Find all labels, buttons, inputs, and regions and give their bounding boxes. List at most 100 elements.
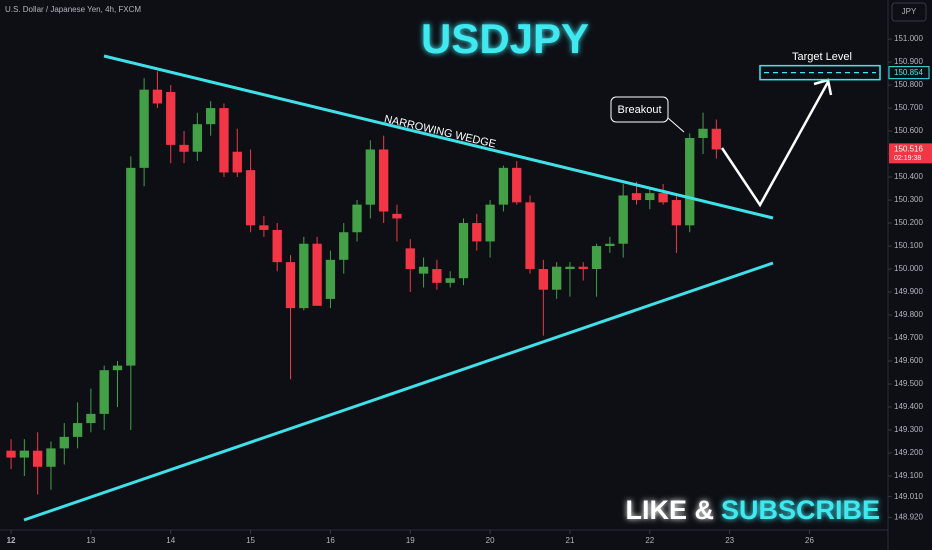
countdown-label: 02:19:38 — [894, 155, 921, 162]
candle-body — [33, 450, 43, 467]
candle-body — [472, 223, 482, 242]
x-tick-label: 19 — [406, 536, 415, 545]
x-tick-label: 26 — [805, 536, 814, 545]
y-tick-label: 149.500 — [894, 379, 923, 388]
candles — [6, 71, 721, 495]
candle-body — [19, 450, 30, 458]
x-tick-label: 14 — [166, 536, 175, 545]
candle-body — [325, 259, 336, 299]
candle-body — [139, 89, 149, 168]
candle-body — [565, 266, 575, 270]
upper-trendline — [103, 54, 774, 220]
y-tick-label: 150.800 — [894, 80, 923, 89]
x-tick-label: 23 — [725, 536, 734, 545]
candle-body — [365, 149, 376, 205]
x-tick-label: 15 — [246, 536, 255, 545]
candle-body — [631, 193, 642, 201]
y-tick-label: 149.100 — [894, 471, 923, 480]
candle-body — [152, 89, 163, 104]
y-tick-label: 149.300 — [894, 425, 923, 434]
candle-body — [86, 413, 96, 424]
candle-body — [485, 204, 495, 242]
target-title: Target Level — [792, 51, 852, 63]
y-tick-label: 150.000 — [894, 264, 923, 273]
last-price-tag — [889, 143, 932, 164]
candle-body — [378, 149, 389, 212]
y-tick-label: 150.400 — [894, 172, 923, 181]
x-tick-label: 20 — [486, 536, 495, 545]
candle-body — [192, 124, 203, 152]
x-tick-label: 16 — [326, 536, 335, 545]
promo: LIKE & SUBSCRIBE — [625, 495, 880, 525]
lower-trendline — [23, 261, 774, 522]
y-tick-label: 149.700 — [894, 333, 923, 342]
candle-body — [312, 243, 322, 306]
y-tick-label: 150.300 — [894, 195, 923, 204]
promo-white: LIKE & — [625, 495, 714, 525]
candle-body — [711, 128, 721, 150]
candle-body — [46, 448, 56, 467]
x-tick-label: 21 — [566, 536, 575, 545]
candle-body — [578, 266, 588, 270]
title: USDJPY — [421, 15, 589, 62]
candle-body — [418, 266, 429, 274]
x-tick-label: 12 — [7, 536, 16, 545]
y-tick-label: 149.600 — [894, 356, 923, 365]
candle-body — [498, 167, 509, 205]
candle-body — [352, 204, 362, 233]
candle-body — [99, 370, 109, 414]
candle-body — [538, 269, 548, 290]
candle-body — [6, 450, 16, 458]
x-tick-label: 22 — [645, 536, 654, 545]
candle-body — [219, 108, 229, 173]
candle-body — [591, 246, 602, 270]
candle-body — [245, 170, 256, 226]
y-tick-label: 150.700 — [894, 103, 923, 112]
currency-button[interactable] — [891, 2, 927, 22]
candle-body — [658, 193, 668, 203]
y-tick-label: 151.000 — [894, 34, 923, 43]
candle-body — [299, 243, 309, 309]
candle-body — [698, 128, 708, 138]
candle-body — [512, 167, 522, 203]
y-tick-label: 149.200 — [894, 448, 923, 457]
candle-body — [605, 243, 615, 247]
promo-cyan: SUBSCRIBE — [721, 495, 880, 525]
candle-body — [232, 151, 242, 173]
candle-body — [551, 266, 562, 290]
candle-body — [645, 193, 655, 201]
candle-body — [525, 202, 535, 270]
candle-body — [339, 232, 349, 260]
candle-body — [112, 365, 123, 371]
y-tick-label: 149.900 — [894, 287, 923, 296]
y-tick-label: 149.400 — [894, 402, 923, 411]
candle-body — [618, 195, 628, 244]
callout-pointer — [667, 117, 685, 133]
breakout-callout — [610, 96, 669, 123]
candle-body — [285, 262, 296, 309]
candle-body — [179, 144, 189, 152]
candle-body — [432, 269, 442, 283]
candle-body — [205, 108, 216, 125]
y-tick-label: 149.800 — [894, 310, 923, 319]
y-tick-label: 148.920 — [894, 512, 923, 521]
candle-body — [126, 167, 136, 366]
y-tick-label: 150.900 — [894, 57, 923, 66]
candle-body — [272, 229, 282, 263]
candle-body — [259, 225, 269, 230]
breakout-label: Breakout — [617, 104, 661, 116]
candle-body — [685, 137, 695, 226]
y-tick-label: 150.100 — [894, 241, 923, 250]
candle-body — [458, 223, 469, 279]
candle-body — [72, 423, 83, 437]
candle-body — [445, 278, 455, 283]
currency-label[interactable]: JPY — [902, 7, 917, 16]
x-tick-label: 13 — [86, 536, 95, 545]
y-tick-label: 149.010 — [894, 492, 923, 501]
target-price-tag — [888, 66, 930, 80]
target-price-label: 150.854 — [894, 68, 923, 77]
candle-body — [392, 213, 402, 219]
symbol-header: U.S. Dollar / Japanese Yen, 4h, FXCM — [5, 5, 141, 14]
last-price-label: 150.516 — [894, 144, 923, 153]
